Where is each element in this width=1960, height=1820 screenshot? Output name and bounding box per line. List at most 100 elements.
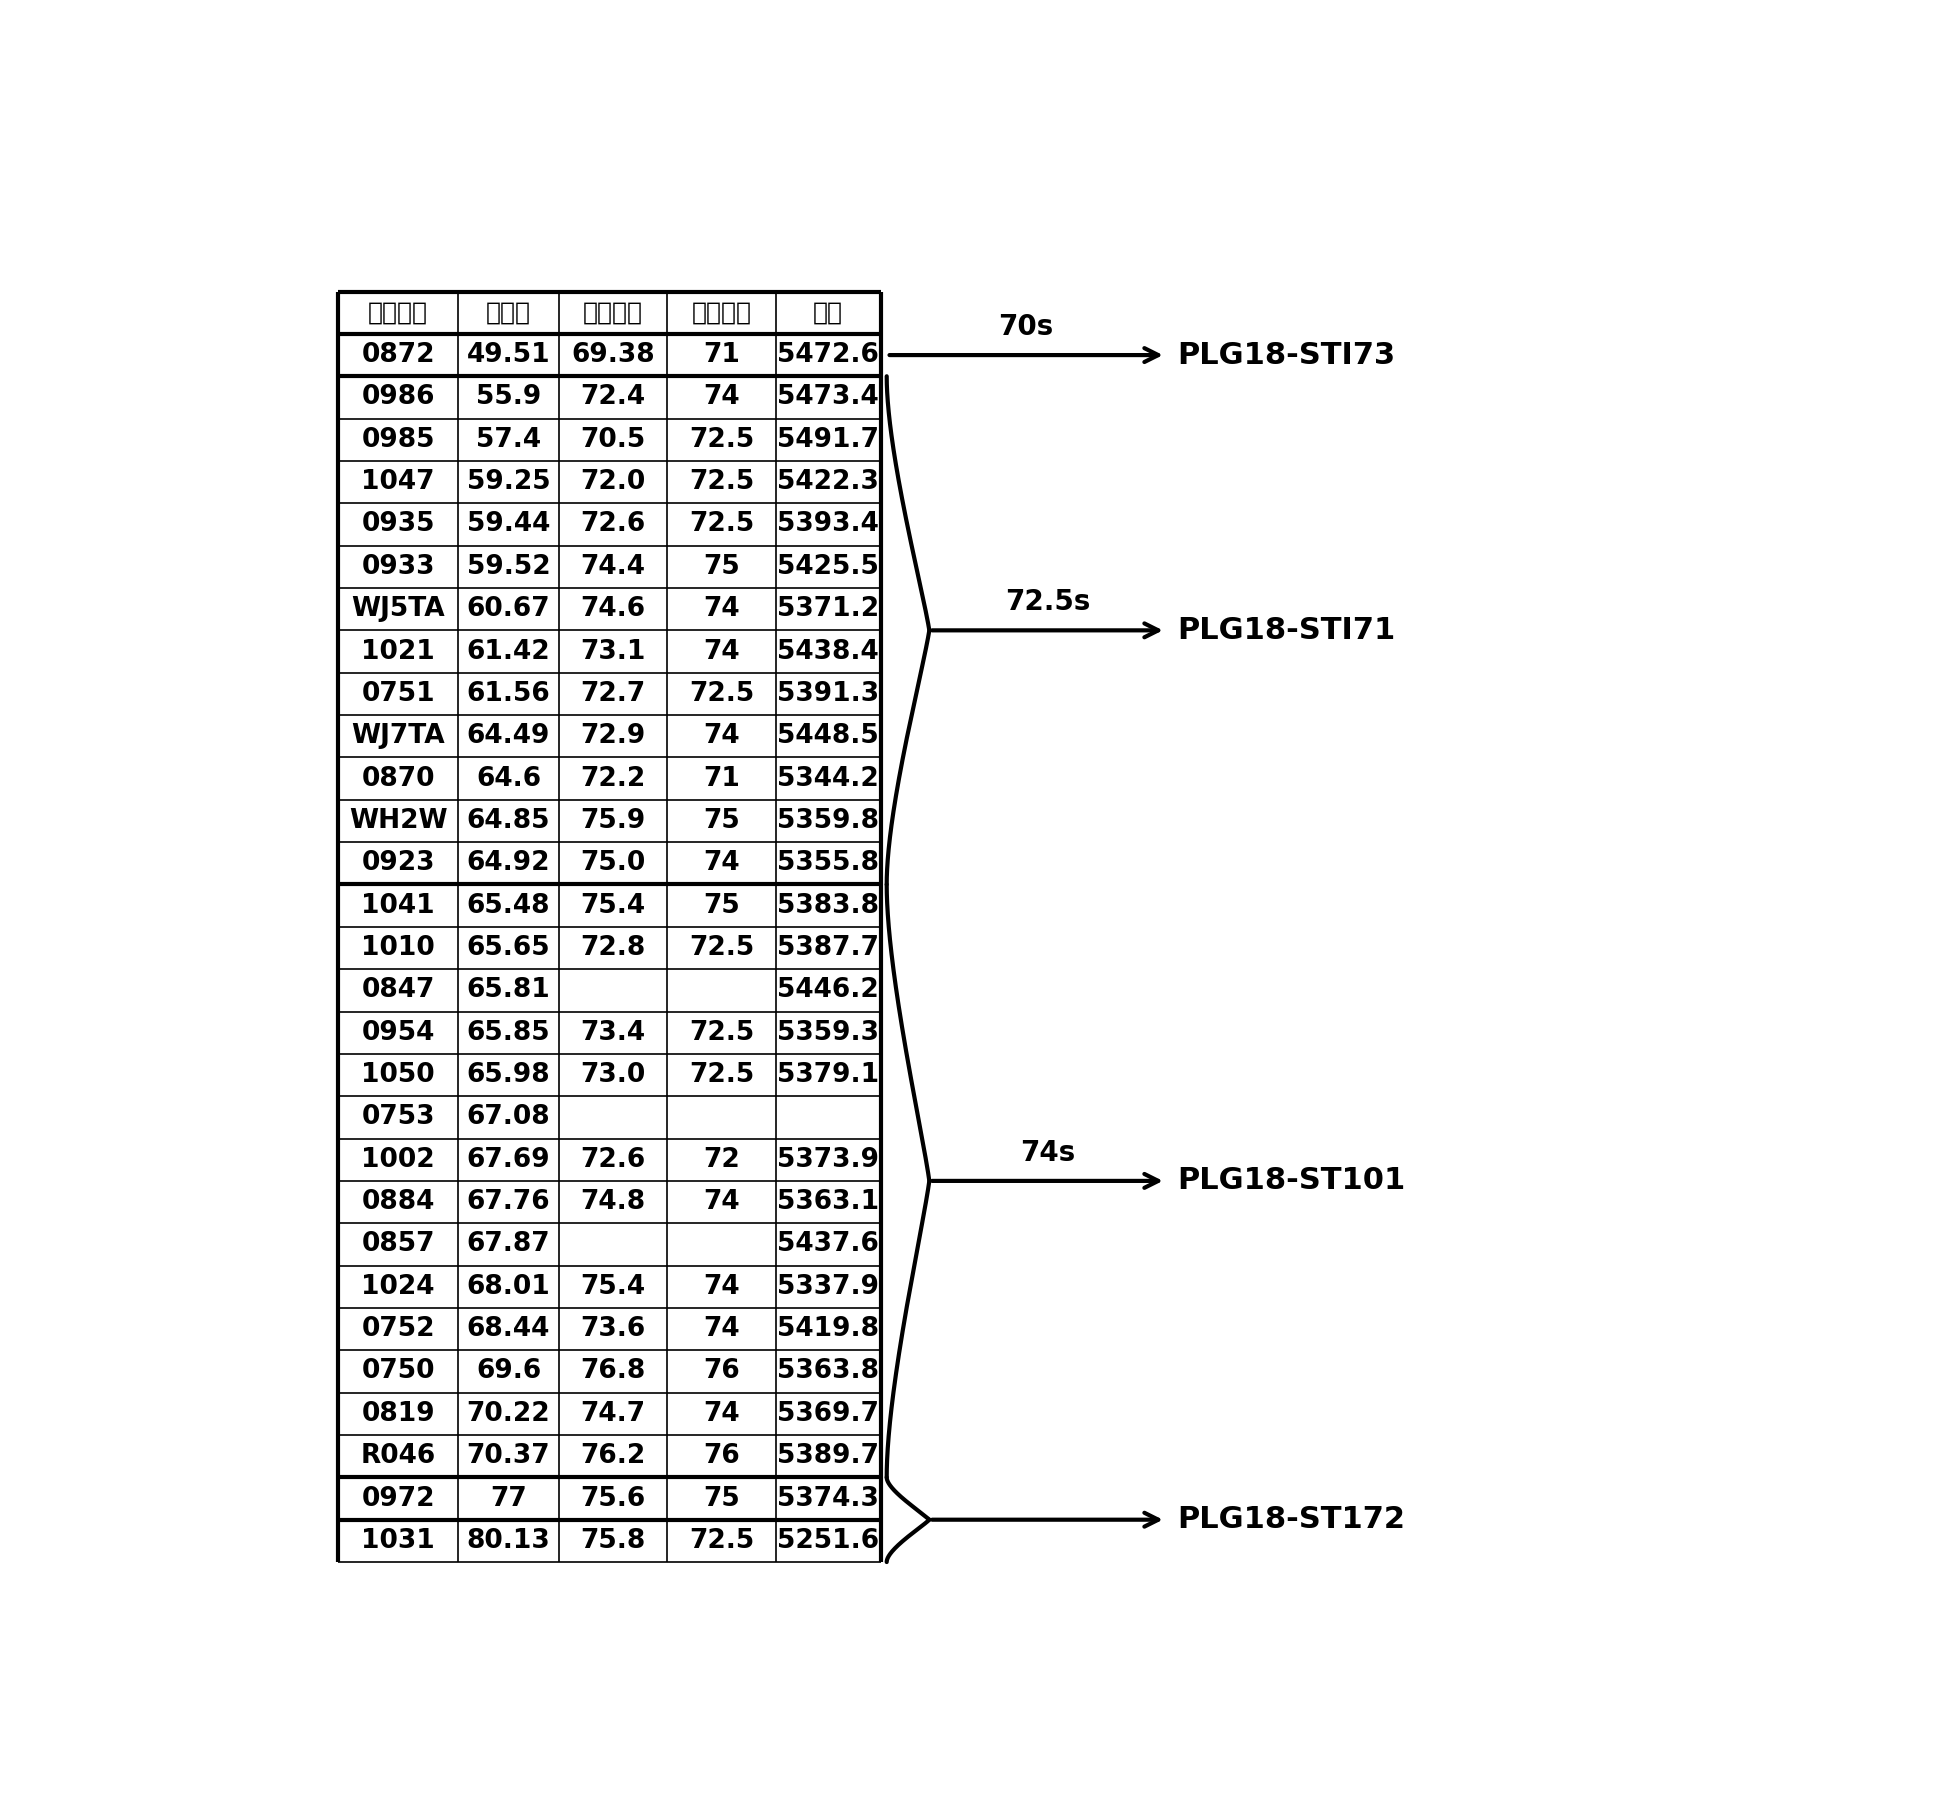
Text: 76.8: 76.8 <box>580 1358 645 1385</box>
Text: 5391.3: 5391.3 <box>776 681 880 706</box>
Text: 74s: 74s <box>1019 1139 1076 1167</box>
Text: 59.25: 59.25 <box>466 470 551 495</box>
Text: 57.4: 57.4 <box>476 426 541 453</box>
Text: 76: 76 <box>704 1358 741 1385</box>
Text: 0884: 0884 <box>361 1188 435 1216</box>
Text: 67.69: 67.69 <box>466 1147 551 1172</box>
Text: WJ5TA: WJ5TA <box>351 597 445 622</box>
Text: 72.5: 72.5 <box>690 1527 755 1554</box>
Text: 60.67: 60.67 <box>466 597 551 622</box>
Text: 0857: 0857 <box>361 1232 435 1258</box>
Text: 1021: 1021 <box>361 639 435 664</box>
Text: 5251.6: 5251.6 <box>776 1527 880 1554</box>
Text: 74: 74 <box>704 1316 741 1341</box>
Text: 72.5: 72.5 <box>690 935 755 961</box>
Text: 0750: 0750 <box>361 1358 435 1385</box>
Text: 72.2: 72.2 <box>580 766 645 792</box>
Text: 72.7: 72.7 <box>580 681 645 706</box>
Text: 75.9: 75.9 <box>580 808 645 834</box>
Text: 72.5: 72.5 <box>690 1019 755 1046</box>
Text: 59.52: 59.52 <box>466 553 551 581</box>
Text: 74: 74 <box>704 639 741 664</box>
Text: 75: 75 <box>704 808 741 834</box>
Text: 75: 75 <box>704 553 741 581</box>
Text: R046: R046 <box>361 1443 435 1469</box>
Text: 80.13: 80.13 <box>466 1527 551 1554</box>
Text: PLG18-STI71: PLG18-STI71 <box>1178 615 1396 644</box>
Text: 0847: 0847 <box>361 977 435 1003</box>
Text: 1002: 1002 <box>361 1147 435 1172</box>
Text: 70s: 70s <box>998 313 1054 340</box>
Text: 5437.6: 5437.6 <box>778 1232 880 1258</box>
Text: 0753: 0753 <box>361 1105 435 1130</box>
Text: 5374.3: 5374.3 <box>778 1485 880 1512</box>
Text: PLG18-ST172: PLG18-ST172 <box>1178 1505 1405 1534</box>
Text: 5387.7: 5387.7 <box>778 935 880 961</box>
Text: 5448.5: 5448.5 <box>778 723 880 750</box>
Text: 5491.7: 5491.7 <box>778 426 880 453</box>
Text: 5473.4: 5473.4 <box>778 384 880 411</box>
Text: 74.4: 74.4 <box>580 553 645 581</box>
Text: 1031: 1031 <box>361 1527 435 1554</box>
Text: 5359.8: 5359.8 <box>778 808 880 834</box>
Text: 5422.3: 5422.3 <box>778 470 880 495</box>
Text: 0933: 0933 <box>361 553 435 581</box>
Text: 72.4: 72.4 <box>580 384 645 411</box>
Text: 0923: 0923 <box>361 850 435 875</box>
Text: 74.6: 74.6 <box>580 597 645 622</box>
Text: 64.6: 64.6 <box>476 766 541 792</box>
Text: 73.4: 73.4 <box>580 1019 645 1046</box>
Text: 0751: 0751 <box>361 681 435 706</box>
Text: 64.49: 64.49 <box>466 723 551 750</box>
Text: 1050: 1050 <box>361 1063 435 1088</box>
Text: 5369.7: 5369.7 <box>778 1401 880 1427</box>
Text: 71: 71 <box>704 766 741 792</box>
Text: 72.5: 72.5 <box>690 1063 755 1088</box>
Text: PLG18-STI73: PLG18-STI73 <box>1178 340 1396 369</box>
Text: 0752: 0752 <box>361 1316 435 1341</box>
Text: 5371.2: 5371.2 <box>776 597 880 622</box>
Text: 76.2: 76.2 <box>580 1443 645 1469</box>
Text: 77: 77 <box>490 1485 527 1512</box>
Text: 75.4: 75.4 <box>580 1274 645 1299</box>
Text: 74.8: 74.8 <box>580 1188 645 1216</box>
Text: 64.92: 64.92 <box>466 850 551 875</box>
Text: 预估时间: 预估时间 <box>692 300 751 324</box>
Text: 72.5: 72.5 <box>690 681 755 706</box>
Text: 实际时间: 实际时间 <box>584 300 643 324</box>
Text: 64.85: 64.85 <box>466 808 551 834</box>
Text: 74: 74 <box>704 384 741 411</box>
Text: 68.01: 68.01 <box>466 1274 551 1299</box>
Text: 69.6: 69.6 <box>476 1358 541 1385</box>
Text: 65.65: 65.65 <box>466 935 551 961</box>
Text: 75: 75 <box>704 892 741 919</box>
Text: 55.9: 55.9 <box>476 384 541 411</box>
Text: 70.37: 70.37 <box>466 1443 551 1469</box>
Text: 72.6: 72.6 <box>580 1147 645 1172</box>
Text: 74: 74 <box>704 850 741 875</box>
Text: WH2W: WH2W <box>349 808 447 834</box>
Text: 5472.6: 5472.6 <box>778 342 880 368</box>
Text: 75: 75 <box>704 1485 741 1512</box>
Text: 72.9: 72.9 <box>580 723 645 750</box>
Text: 0819: 0819 <box>361 1401 435 1427</box>
Text: 1024: 1024 <box>361 1274 435 1299</box>
Text: 68.44: 68.44 <box>466 1316 551 1341</box>
Text: WJ7TA: WJ7TA <box>351 723 445 750</box>
Text: 5359.3: 5359.3 <box>778 1019 880 1046</box>
Text: 65.85: 65.85 <box>466 1019 551 1046</box>
Text: 74: 74 <box>704 1188 741 1216</box>
Text: 67.87: 67.87 <box>466 1232 551 1258</box>
Text: 72.5s: 72.5s <box>1005 588 1090 617</box>
Text: 74: 74 <box>704 1274 741 1299</box>
Text: 73.1: 73.1 <box>580 639 645 664</box>
Text: 72.5: 72.5 <box>690 470 755 495</box>
Text: 5389.7: 5389.7 <box>778 1443 880 1469</box>
Text: 曝光率: 曝光率 <box>486 300 531 324</box>
Text: 67.08: 67.08 <box>466 1105 551 1130</box>
Text: 69.38: 69.38 <box>570 342 655 368</box>
Text: 49.51: 49.51 <box>466 342 551 368</box>
Text: 不同产品: 不同产品 <box>368 300 427 324</box>
Text: 5425.5: 5425.5 <box>778 553 880 581</box>
Text: 70.22: 70.22 <box>466 1401 551 1427</box>
